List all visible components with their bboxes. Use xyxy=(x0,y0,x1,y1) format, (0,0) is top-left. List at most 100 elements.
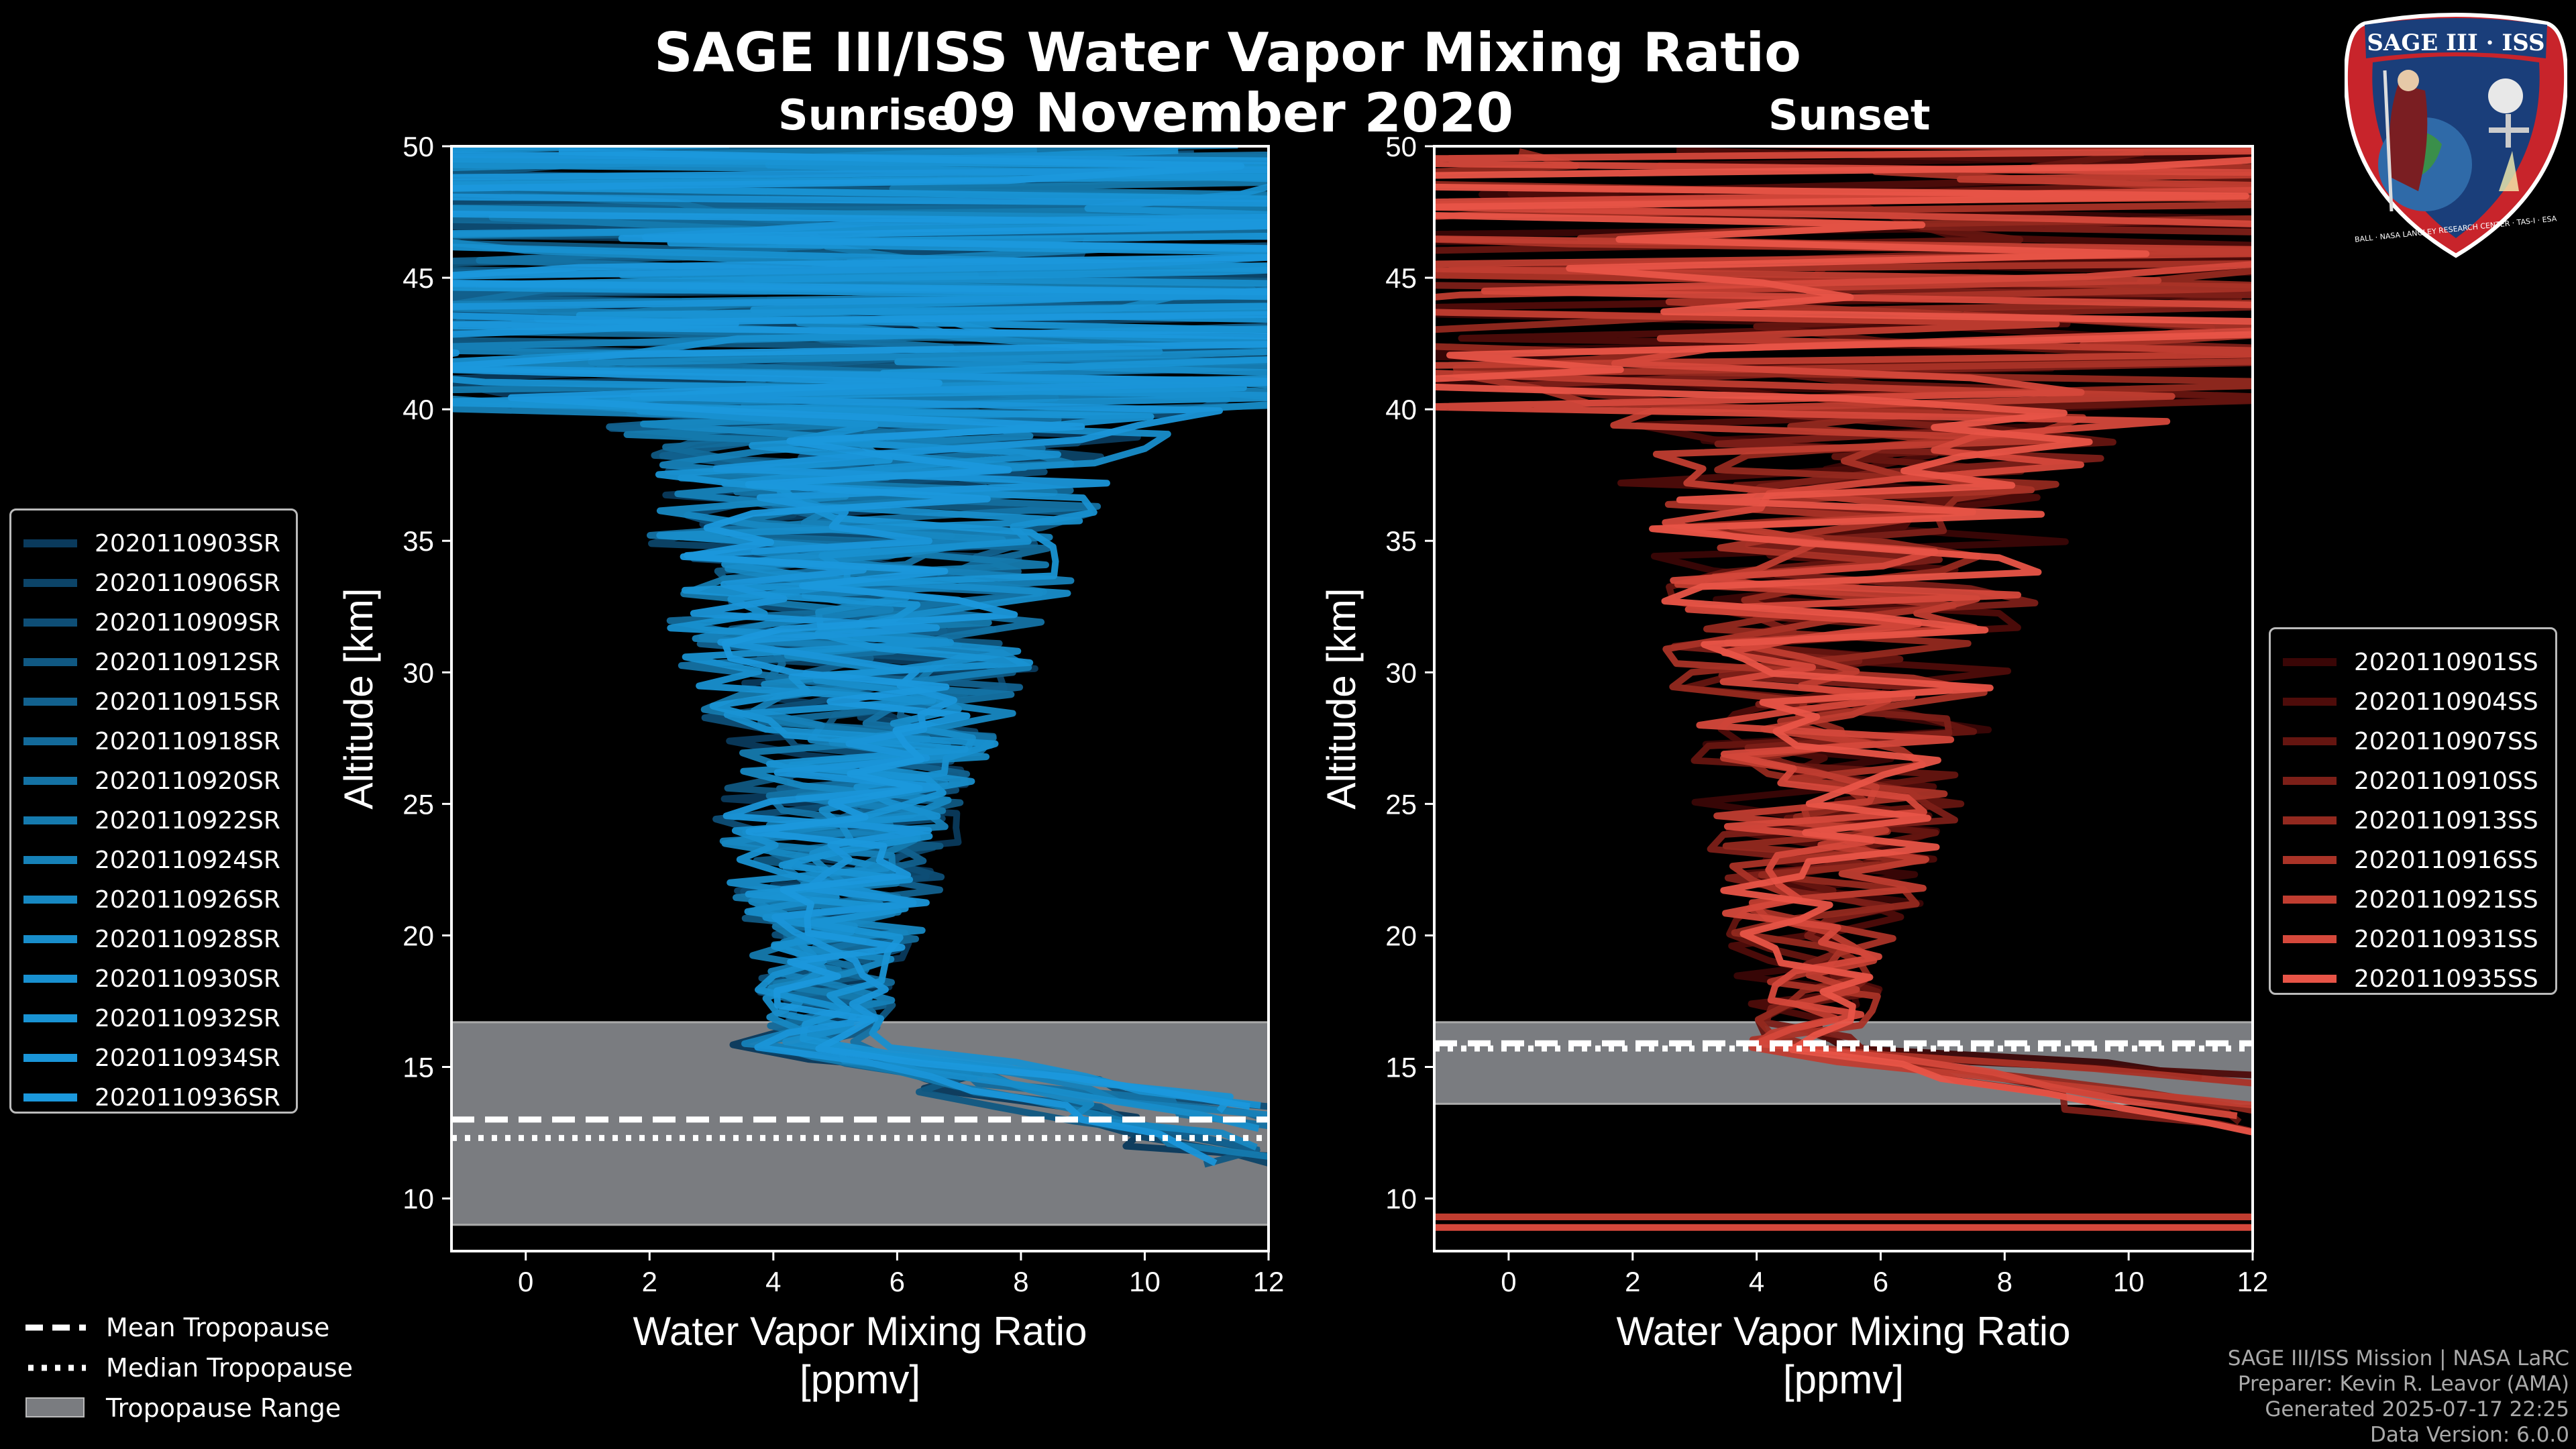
legend-swatch xyxy=(2283,777,2337,785)
legend-item: 2020110915SR xyxy=(11,682,280,721)
y-tick-label: 25 xyxy=(402,788,434,820)
legend-label: 2020110912SR xyxy=(95,648,280,676)
x-tick-label: 4 xyxy=(1749,1266,1764,1297)
legend-swatch xyxy=(2283,975,2337,983)
legend-item: 2020110928SR xyxy=(11,920,280,959)
legend-item: 2020110932SR xyxy=(11,999,280,1038)
legend-item: 2020110930SR xyxy=(11,959,280,998)
x-tick-label: 8 xyxy=(1997,1266,2012,1297)
x-axis-label: Water Vapor Mixing Ratio xyxy=(1617,1309,2071,1354)
legend-label: 2020110904SS xyxy=(2354,688,2538,716)
y-tick-label: 30 xyxy=(1385,657,1417,688)
y-tick-label: 20 xyxy=(1385,920,1417,951)
legend-item: 2020110906SR xyxy=(11,564,280,602)
sunrise-label: Sunrise xyxy=(778,91,955,140)
legend-label: 2020110906SR xyxy=(95,569,280,597)
sunrise-plot-area xyxy=(451,146,1269,1226)
y-tick-label: 45 xyxy=(402,262,434,294)
legend-label: 2020110932SR xyxy=(95,1004,280,1032)
credit-generated: Generated 2025-07-17 22:25 xyxy=(2265,1397,2569,1421)
legend-label: 2020110915SR xyxy=(95,688,280,716)
tropopause-legend: Mean Tropopause Median Tropopause Tropop… xyxy=(20,1308,396,1429)
legend-item: 2020110920SR xyxy=(11,761,280,800)
legend-label: 2020110924SR xyxy=(95,846,280,874)
y-tick-label: 15 xyxy=(402,1052,434,1083)
legend-label: 2020110918SR xyxy=(95,727,280,755)
credit-version: Data Version: 6.0.0 xyxy=(2369,1423,2569,1447)
sunset-legend: 2020110901SS 2020110904SS 2020110907SS 2020… xyxy=(2269,627,2557,995)
credits: SAGE III/ISS Mission | NASA LaRC Prepare… xyxy=(2228,1346,2569,1448)
legend-swatch xyxy=(23,896,77,904)
legend-tropopause-range: Tropopause Range xyxy=(20,1389,341,1428)
legend-item: 2020110921SS xyxy=(2271,880,2538,919)
y-tick-label: 50 xyxy=(402,131,434,162)
axes-frame xyxy=(1433,145,2254,1252)
legend-item: 2020110913SS xyxy=(2271,801,2538,840)
x-tick-label: 0 xyxy=(518,1266,533,1297)
x-axis-label: Water Vapor Mixing Ratio xyxy=(633,1309,1087,1354)
legend-swatch xyxy=(2283,698,2337,706)
legend-label: 2020110901SS xyxy=(2354,648,2538,676)
legend-swatch xyxy=(2283,856,2337,864)
axes-frame xyxy=(450,145,1270,1252)
y-tick-label: 10 xyxy=(1385,1183,1417,1215)
figure-title: SAGE III/ISS Water Vapor Mixing Ratio xyxy=(653,21,1802,84)
legend-swatch xyxy=(23,579,77,587)
legend-label: 2020110921SS xyxy=(2354,885,2538,914)
legend-swatch xyxy=(23,856,77,864)
y-tick-label: 35 xyxy=(1385,525,1417,557)
y-tick-label: 30 xyxy=(402,657,434,688)
figure-date: 09 November 2020 xyxy=(941,82,1514,144)
sunrise-legend: 2020110903SR 2020110906SR 2020110909SR 2020… xyxy=(9,508,298,1114)
dashed-line-icon xyxy=(25,1324,86,1331)
x-tick-label: 2 xyxy=(1625,1266,1640,1297)
sunrise-axes: 0 2 4 6 8 10 12 10 15 20 25 30 35 40 45 50 Water Vapor M… xyxy=(336,131,1285,1402)
legend-swatch xyxy=(23,539,77,547)
legend-label: 2020110907SS xyxy=(2354,727,2538,755)
legend-swatch xyxy=(23,975,77,983)
legend-swatch xyxy=(2283,816,2337,824)
legend-label: 2020110916SS xyxy=(2354,846,2538,874)
legend-label: 2020110930SR xyxy=(95,965,280,993)
y-tick-label: 15 xyxy=(1385,1052,1417,1083)
gray-patch-icon xyxy=(25,1397,85,1417)
legend-item: 2020110935SS xyxy=(2271,959,2538,998)
sage-mission-logo: SAGE III · ISS BALL · NASA LANGLEY RESEA… xyxy=(2345,13,2567,258)
legend-swatch xyxy=(23,698,77,706)
y-tick-label: 35 xyxy=(402,525,434,557)
legend-item: 2020110924SR xyxy=(11,841,280,879)
legend-item: 2020110904SS xyxy=(2271,682,2538,721)
legend-swatch xyxy=(23,619,77,627)
x-tick-label: 12 xyxy=(1253,1266,1285,1297)
credit-preparer: Preparer: Kevin R. Leavor (AMA) xyxy=(2237,1372,2569,1396)
legend-swatch xyxy=(23,935,77,943)
x-tick-label: 6 xyxy=(1873,1266,1888,1297)
sunset-label: Sunset xyxy=(1768,91,1931,140)
x-axis-label: [ppmv] xyxy=(800,1357,920,1402)
legend-swatch xyxy=(23,1054,77,1062)
credit-mission: SAGE III/ISS Mission | NASA LaRC xyxy=(2227,1346,2569,1371)
legend-swatch xyxy=(23,658,77,666)
profile-line-2020110935SS xyxy=(1434,156,2253,1136)
profile-line-2020110920SR xyxy=(451,151,1269,1130)
legend-swatch xyxy=(23,1014,77,1022)
legend-swatch xyxy=(2283,658,2337,666)
legend-label: 2020110931SS xyxy=(2354,925,2538,953)
legend-label: 2020110935SS xyxy=(2354,965,2538,993)
dotted-line-icon xyxy=(28,1364,86,1371)
y-axis-label: Altitude [km] xyxy=(336,588,381,809)
legend-label: 2020110920SR xyxy=(95,767,280,795)
legend-swatch xyxy=(2283,896,2337,904)
legend-label: 2020110934SR xyxy=(95,1044,280,1072)
y-tick-label: 40 xyxy=(1385,394,1417,425)
legend-label: Median Tropopause xyxy=(106,1353,353,1383)
legend-label: Tropopause Range xyxy=(106,1393,341,1423)
x-tick-label: 0 xyxy=(1501,1266,1516,1297)
legend-item: 2020110931SS xyxy=(2271,920,2538,959)
y-tick-label: 20 xyxy=(402,920,434,951)
legend-swatch xyxy=(2283,935,2337,943)
legend-item: 2020110903SR xyxy=(11,524,280,563)
x-tick-label: 12 xyxy=(2237,1266,2269,1297)
legend-label: 2020110910SS xyxy=(2354,767,2538,795)
